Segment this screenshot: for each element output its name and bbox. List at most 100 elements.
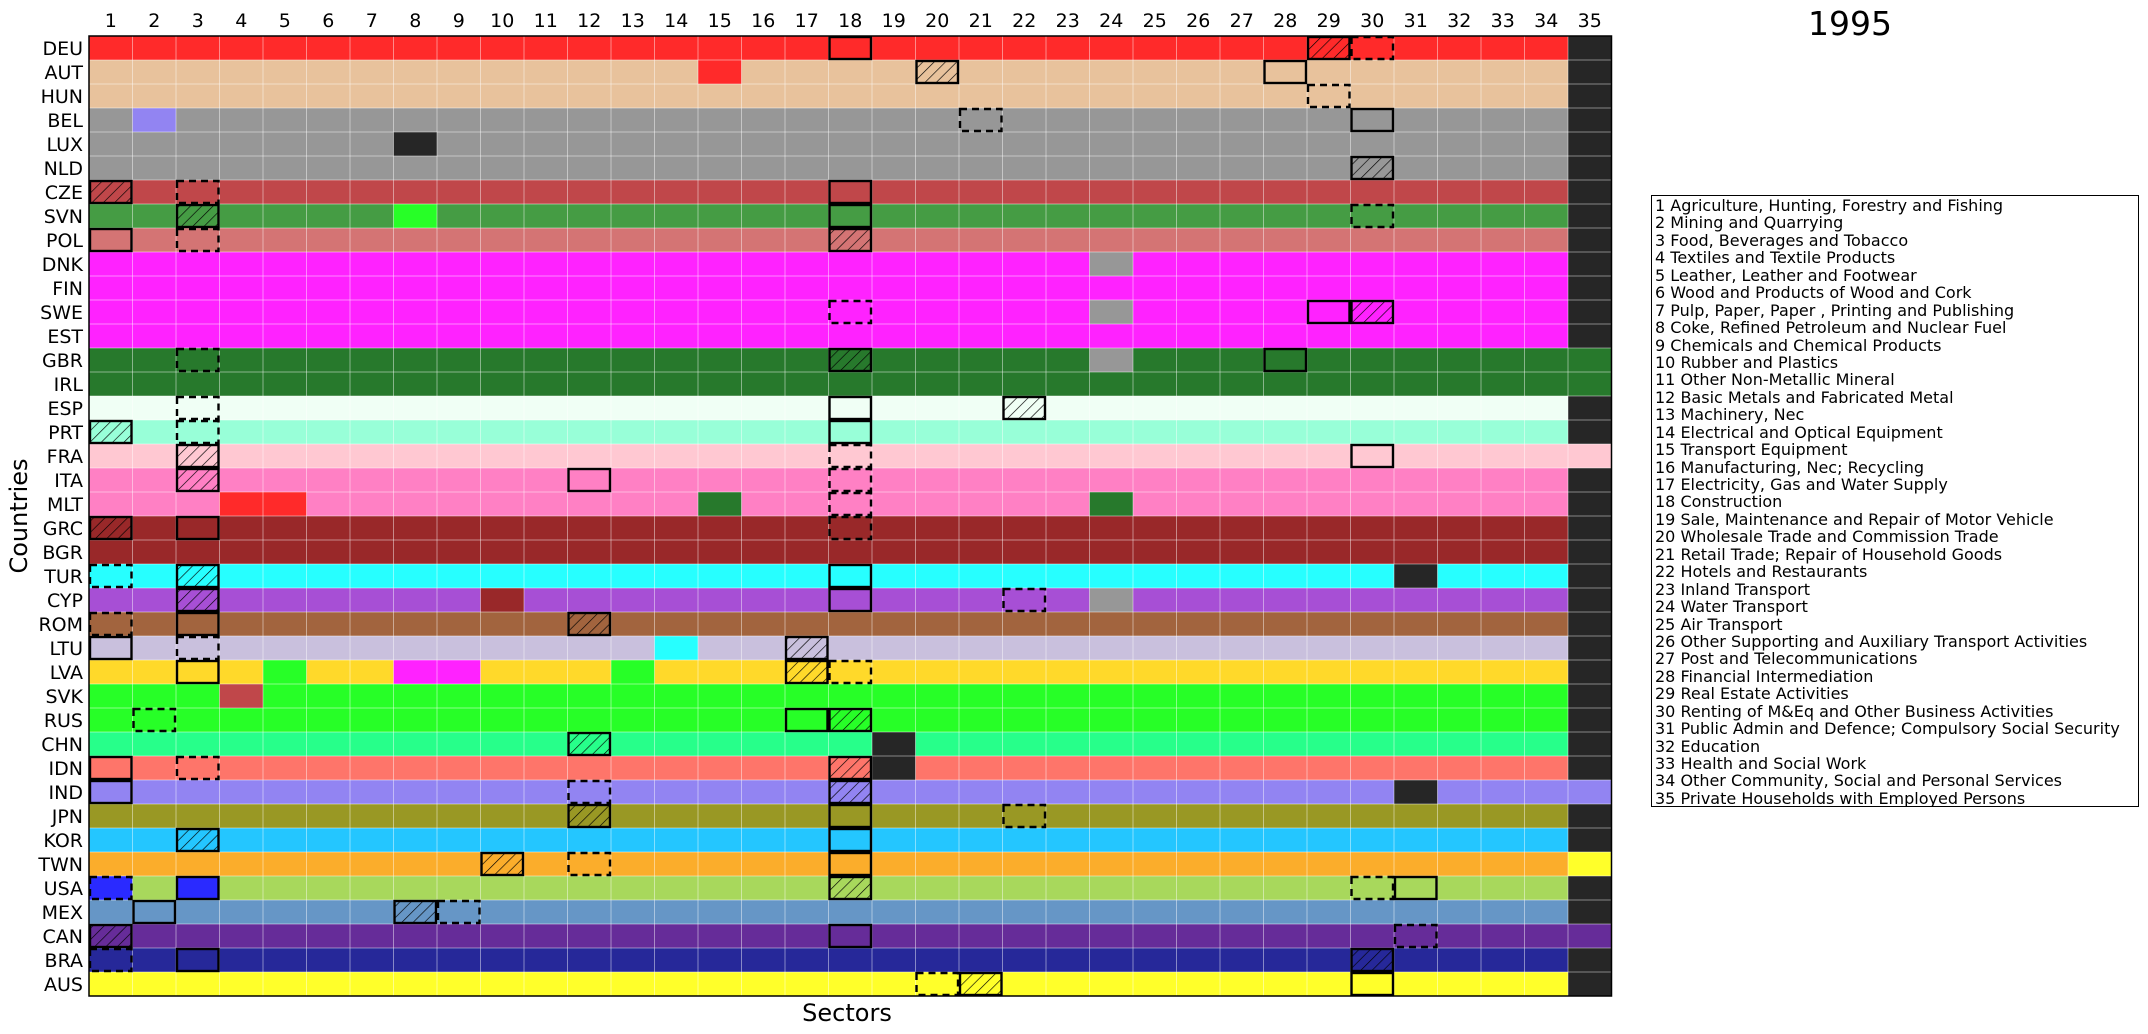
cell-NLD-28 (1263, 156, 1308, 181)
x-tick-label: 27 (1230, 10, 1254, 32)
hatch-mark-ESP-22 (1003, 397, 1045, 419)
cell-SVN-33 (1481, 204, 1525, 229)
cell-PRT-3 (176, 420, 220, 445)
cell-MLT-3 (176, 492, 220, 517)
cell-DEU-20 (915, 36, 960, 61)
cell-JPN-14 (654, 804, 699, 829)
cell-GRC-20 (915, 516, 960, 541)
cell-HUN-6 (306, 84, 351, 109)
cell-AUS-28 (1263, 972, 1308, 997)
cell-FIN-2 (132, 276, 177, 301)
cell-MEX-1 (89, 900, 133, 925)
cell-KOR-8 (393, 828, 438, 853)
x-tick-label: 11 (534, 10, 558, 32)
cell-NLD-5 (263, 156, 307, 181)
cell-FRA-30 (1350, 444, 1395, 469)
cell-IRL-30 (1350, 372, 1395, 397)
solid-box-KOR-18 (828, 827, 873, 853)
cell-RUS-23 (1046, 708, 1090, 733)
hatch-mark-TUR-3 (177, 565, 219, 587)
cell-TUR-22 (1002, 564, 1047, 589)
cell-CZE-27 (1220, 180, 1264, 205)
cell-CZE-10 (480, 180, 525, 205)
cell-DNK-13 (611, 252, 655, 277)
cell-LUX-33 (1481, 132, 1525, 157)
hatch-box-IND-18 (828, 779, 873, 805)
cell-SVK-26 (1176, 684, 1221, 709)
hatch-box-NLD-30 (1350, 155, 1395, 181)
dashed-box-USA-1 (88, 875, 133, 901)
cell-SVK-3 (176, 684, 220, 709)
hatch-box-SWE-30 (1350, 299, 1395, 325)
cell-LVA-35 (1568, 660, 1612, 685)
cell-JPN-4 (219, 804, 264, 829)
cell-GBR-34 (1524, 348, 1569, 373)
cell-TUR-14 (654, 564, 699, 589)
cell-GBR-16 (741, 348, 786, 373)
cell-IDN-9 (437, 756, 481, 781)
cell-GRC-3 (176, 516, 220, 541)
cell-ROM-9 (437, 612, 481, 637)
hatch-box-GBR-18 (828, 347, 873, 373)
cell-ESP-11 (524, 396, 568, 421)
cell-ESP-5 (263, 396, 307, 421)
cell-ROM-26 (1176, 612, 1221, 637)
cell-TWN-35 (1568, 852, 1612, 877)
cell-AUT-6 (306, 60, 351, 85)
cell-MEX-33 (1481, 900, 1525, 925)
cell-CYP-2 (132, 588, 177, 613)
cell-USA-31 (1394, 876, 1438, 901)
cell-ROM-32 (1437, 612, 1482, 637)
cell-BRA-35 (1568, 948, 1612, 973)
hatch-mark-USA-18 (829, 877, 871, 899)
cell-SVK-27 (1220, 684, 1264, 709)
solid-box-CYP-18 (828, 587, 873, 613)
cell-TWN-17 (785, 852, 829, 877)
cell-IRL-29 (1307, 372, 1351, 397)
cell-POL-27 (1220, 228, 1264, 253)
cell-SVN-25 (1133, 204, 1177, 229)
cell-GBR-23 (1046, 348, 1090, 373)
cell-EST-26 (1176, 324, 1221, 349)
cell-GBR-20 (915, 348, 960, 373)
cell-DNK-16 (741, 252, 786, 277)
cell-CZE-16 (741, 180, 786, 205)
cell-CHN-4 (219, 732, 264, 757)
cell-IND-9 (437, 780, 481, 805)
cell-LTU-25 (1133, 636, 1177, 661)
cell-ESP-17 (785, 396, 829, 421)
cell-LVA-26 (1176, 660, 1221, 685)
cell-DEU-28 (1263, 36, 1308, 61)
solid-box-MEX-2 (132, 899, 177, 925)
cell-ROM-3 (176, 612, 220, 637)
hatch-box-BRA-30 (1350, 947, 1395, 973)
cell-BEL-21 (959, 108, 1003, 133)
hatch-mark-POL-18 (829, 229, 871, 251)
cell-BGR-8 (393, 540, 438, 565)
cell-GRC-13 (611, 516, 655, 541)
cell-IDN-1 (89, 756, 133, 781)
cell-MLT-22 (1002, 492, 1047, 517)
cell-TWN-8 (393, 852, 438, 877)
legend-item: 23 Inland Transport (1655, 579, 1811, 599)
cell-ITA-26 (1176, 468, 1221, 493)
cell-SWE-25 (1133, 300, 1177, 325)
cell-LTU-34 (1524, 636, 1569, 661)
cell-BGR-13 (611, 540, 655, 565)
cell-HUN-18 (828, 84, 873, 109)
cell-FRA-23 (1046, 444, 1090, 469)
cell-BEL-28 (1263, 108, 1308, 133)
cell-KOR-22 (1002, 828, 1047, 853)
solid-box-RUS-17 (784, 707, 829, 733)
cell-CYP-16 (741, 588, 786, 613)
hatch-mark-ITA-3 (177, 469, 219, 491)
cell-USA-13 (611, 876, 655, 901)
cell-IRL-8 (393, 372, 438, 397)
legend-item: 27 Post and Telecommunications (1655, 649, 1918, 669)
cell-DEU-31 (1394, 36, 1438, 61)
cell-TUR-25 (1133, 564, 1177, 589)
cell-LTU-3 (176, 636, 220, 661)
cell-BRA-33 (1481, 948, 1525, 973)
cell-RUS-3 (176, 708, 220, 733)
solid-box-LTU-1 (88, 635, 133, 661)
